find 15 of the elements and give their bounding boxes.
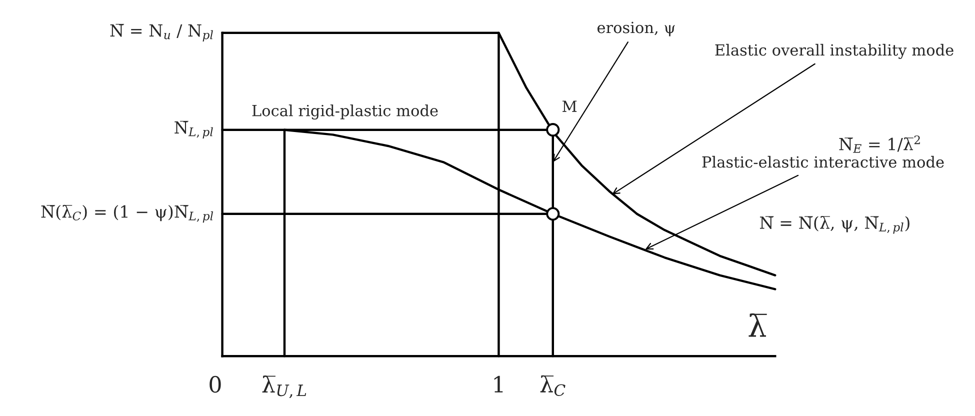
annotation: N̅$_{L,pl}$ bbox=[174, 120, 213, 138]
x-tick-label: λ̅$_{U,L}$ bbox=[262, 376, 306, 398]
x-axis-title: λ̅ bbox=[748, 313, 767, 337]
x-tick-label: 1 bbox=[494, 376, 503, 392]
x-tick-label: λ̅$_{C}$ bbox=[540, 375, 566, 396]
annotation: Elastic overall instability mode bbox=[715, 44, 954, 59]
annotation: Plastic-elastic interactive mode bbox=[702, 156, 944, 168]
annotation: N̅(λ̅$_{C}$) = (1 − ψ)N̅$_{L,pl}$ bbox=[41, 204, 214, 223]
annotation: Local rigid-plastic mode bbox=[252, 104, 438, 120]
annotation: M bbox=[562, 100, 577, 112]
annotation: N̅ = N$_{u}$ / N$_{pl}$ bbox=[110, 24, 213, 42]
text: N̅$_{E}$ = 1/λ̅$^{2}$ bbox=[839, 135, 920, 153]
annotation: N̅ = N̅(λ̅, ψ, N̅$_{L,pl}$) bbox=[760, 216, 910, 234]
x-tick-label: 0 bbox=[210, 376, 221, 393]
annotation: erosion, ψ bbox=[597, 22, 675, 36]
